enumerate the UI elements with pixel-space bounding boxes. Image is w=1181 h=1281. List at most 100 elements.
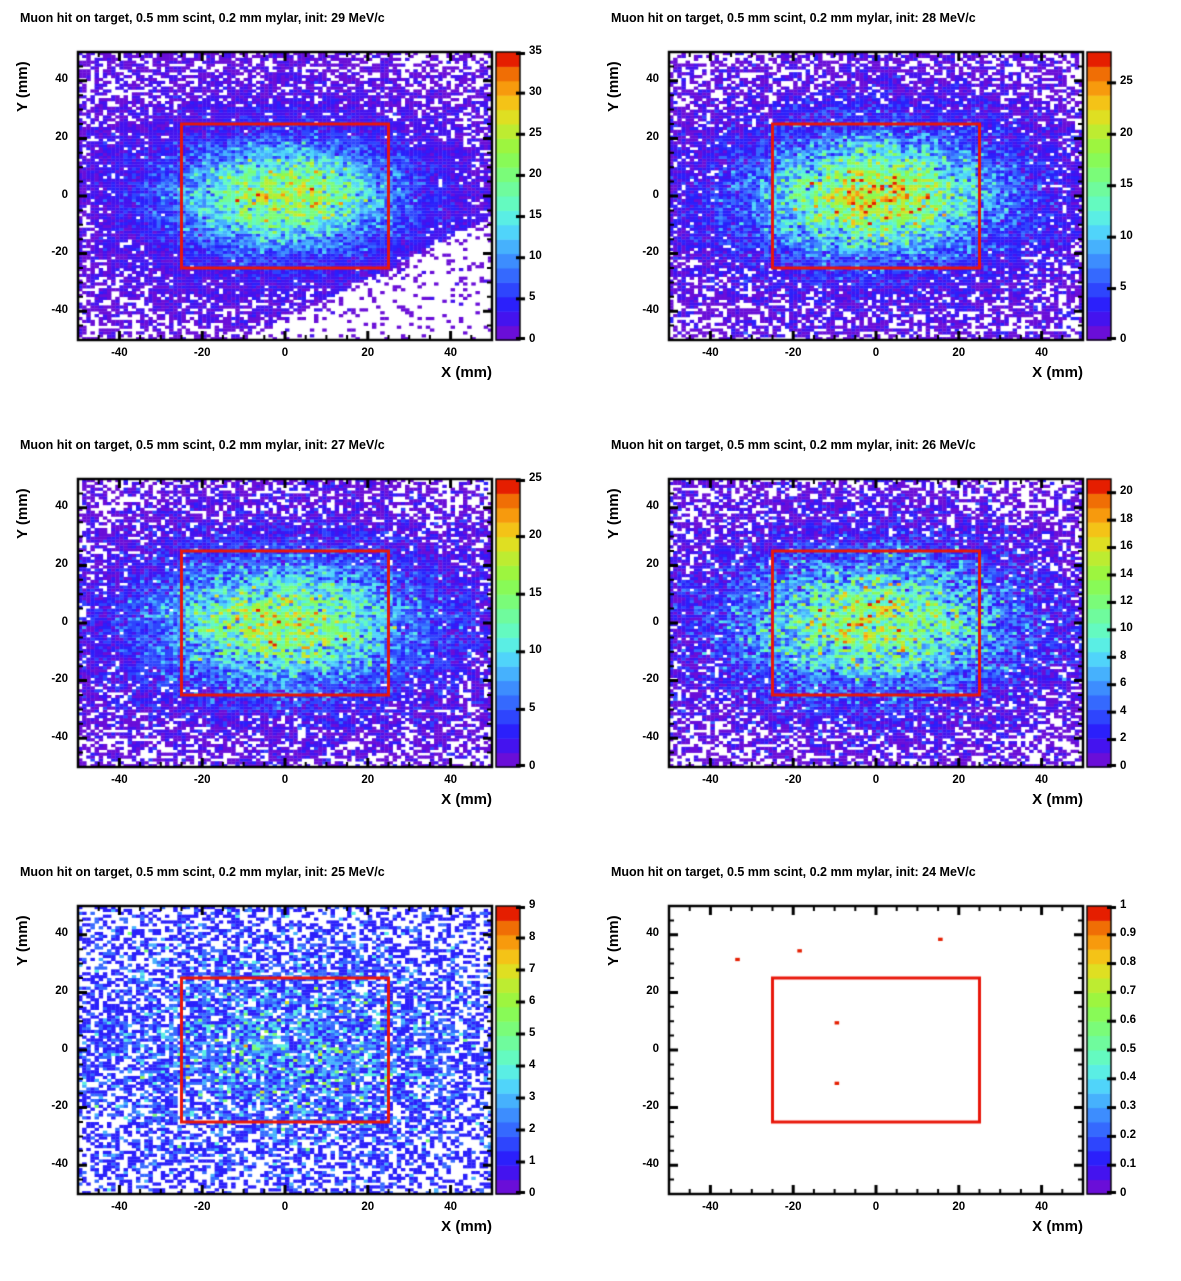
- x-tick-label: 0: [872, 347, 880, 359]
- colorbar-tick-label: 10: [1120, 622, 1133, 635]
- heatmap-canvas: [591, 0, 1181, 427]
- panel-title: Muon hit on target, 0.5 mm scint, 0.2 mm…: [20, 11, 385, 25]
- y-tick-label: 20: [646, 557, 659, 570]
- panel-title: Muon hit on target, 0.5 mm scint, 0.2 mm…: [611, 865, 976, 879]
- heatmap-canvas: [0, 0, 591, 427]
- y-axis-title: Y (mm): [605, 915, 622, 966]
- colorbar-tick-label: 10: [529, 250, 542, 263]
- heatmap-canvas: [0, 427, 591, 854]
- x-tick-label: -40: [111, 1201, 128, 1213]
- colorbar-tick-label: 0.9: [1120, 927, 1136, 940]
- colorbar-tick-label: 6: [1120, 677, 1127, 690]
- x-tick-label: -40: [702, 1201, 719, 1213]
- x-tick-label: 20: [952, 347, 966, 359]
- colorbar-tick-label: 12: [1120, 594, 1133, 607]
- x-tick-label: -20: [193, 774, 211, 786]
- colorbar-tick-label: 8: [1120, 649, 1127, 662]
- x-axis-title: X (mm): [441, 364, 492, 381]
- y-tick-label: -20: [51, 1100, 68, 1113]
- colorbar-tick-label: 20: [529, 167, 542, 180]
- x-tick-label: 40: [444, 347, 457, 359]
- y-tick-label: 20: [55, 557, 68, 570]
- y-tick-label: 40: [646, 500, 659, 513]
- colorbar-tick-label: 8: [529, 930, 536, 943]
- heatmap-canvas: [591, 427, 1181, 854]
- x-axis-title: X (mm): [1032, 364, 1083, 381]
- colorbar-tick-label: 7: [529, 962, 536, 975]
- colorbar-tick-label: 25: [529, 471, 542, 484]
- colorbar-tick-label: 1: [1120, 898, 1127, 911]
- panel-title: Muon hit on target, 0.5 mm scint, 0.2 mm…: [20, 865, 385, 879]
- colorbar-tick-label: 30: [529, 85, 542, 98]
- y-tick-label: 40: [646, 927, 659, 940]
- colorbar-tick-label: 0.6: [1120, 1013, 1136, 1026]
- y-tick-label: 0: [61, 1042, 68, 1055]
- colorbar-tick-label: 9: [529, 898, 536, 911]
- y-tick-label: 40: [55, 927, 68, 940]
- colorbar-tick-label: 20: [1120, 126, 1133, 139]
- y-axis-title: Y (mm): [14, 488, 31, 539]
- x-tick-label: -40: [111, 774, 128, 786]
- colorbar-tick-label: 14: [1120, 567, 1133, 580]
- x-tick-label: 0: [281, 347, 289, 359]
- colorbar-tick-label: 6: [529, 994, 536, 1007]
- x-tick-label: 20: [952, 774, 966, 786]
- colorbar-tick-label: 16: [1120, 540, 1133, 553]
- y-axis-title: Y (mm): [14, 61, 31, 112]
- x-axis-title: X (mm): [1032, 791, 1083, 808]
- heatmap-panel-28mevc: Muon hit on target, 0.5 mm scint, 0.2 mm…: [591, 0, 1181, 427]
- x-tick-label: 20: [361, 774, 375, 786]
- colorbar-tick-label: 0: [1120, 1186, 1127, 1199]
- y-tick-label: -40: [642, 303, 659, 316]
- y-tick-label: 20: [55, 984, 68, 997]
- heatmap-canvas: [591, 854, 1181, 1281]
- colorbar-tick-label: 5: [1120, 281, 1127, 294]
- y-axis-title: Y (mm): [14, 915, 31, 966]
- y-tick-label: 0: [61, 188, 68, 201]
- heatmap-panel-29mevc: Muon hit on target, 0.5 mm scint, 0.2 mm…: [0, 0, 591, 427]
- y-tick-label: 20: [646, 984, 659, 997]
- colorbar-tick-label: 5: [529, 701, 536, 714]
- colorbar-tick-label: 0: [529, 1186, 536, 1199]
- x-tick-label: 40: [444, 774, 457, 786]
- x-tick-label: -20: [784, 774, 802, 786]
- colorbar-tick-label: 2: [529, 1122, 536, 1135]
- colorbar-tick-label: 15: [529, 209, 542, 222]
- colorbar-tick-label: 0.3: [1120, 1100, 1136, 1113]
- y-tick-label: 40: [55, 73, 68, 86]
- y-tick-label: 0: [652, 188, 659, 201]
- y-axis-title: Y (mm): [605, 61, 622, 112]
- x-tick-label: 20: [361, 347, 375, 359]
- colorbar-tick-label: 0: [1120, 759, 1127, 772]
- colorbar-tick-label: 4: [1120, 704, 1127, 717]
- panel-title: Muon hit on target, 0.5 mm scint, 0.2 mm…: [20, 438, 385, 452]
- x-tick-label: 0: [281, 774, 289, 786]
- colorbar-tick-label: 18: [1120, 512, 1133, 525]
- colorbar-tick-label: 2: [1120, 732, 1127, 745]
- x-tick-label: 40: [1035, 347, 1048, 359]
- x-tick-label: 0: [872, 1201, 880, 1213]
- colorbar-tick-label: 0.1: [1120, 1157, 1136, 1170]
- heatmap-panel-25mevc: Muon hit on target, 0.5 mm scint, 0.2 mm…: [0, 854, 591, 1281]
- colorbar-tick-label: 1: [529, 1154, 536, 1167]
- colorbar-tick-label: 0.4: [1120, 1071, 1136, 1084]
- y-tick-label: 40: [55, 500, 68, 513]
- panel-title: Muon hit on target, 0.5 mm scint, 0.2 mm…: [611, 11, 976, 25]
- colorbar-tick-label: 4: [529, 1058, 536, 1071]
- y-tick-label: -20: [51, 246, 68, 259]
- x-axis-title: X (mm): [1032, 1218, 1083, 1235]
- x-axis-title: X (mm): [441, 1218, 492, 1235]
- colorbar-tick-label: 0.5: [1120, 1042, 1136, 1055]
- x-tick-label: -20: [784, 347, 802, 359]
- colorbar-tick-label: 25: [1120, 75, 1133, 88]
- y-tick-label: 40: [646, 73, 659, 86]
- colorbar-tick-label: 10: [1120, 229, 1133, 242]
- colorbar-tick-label: 0: [1120, 332, 1127, 345]
- x-tick-label: -40: [702, 347, 719, 359]
- colorbar-tick-label: 5: [529, 1026, 536, 1039]
- colorbar-tick-label: 3: [529, 1090, 536, 1103]
- x-tick-label: -20: [193, 347, 211, 359]
- x-tick-label: -20: [193, 1201, 211, 1213]
- x-tick-label: 20: [952, 1201, 966, 1213]
